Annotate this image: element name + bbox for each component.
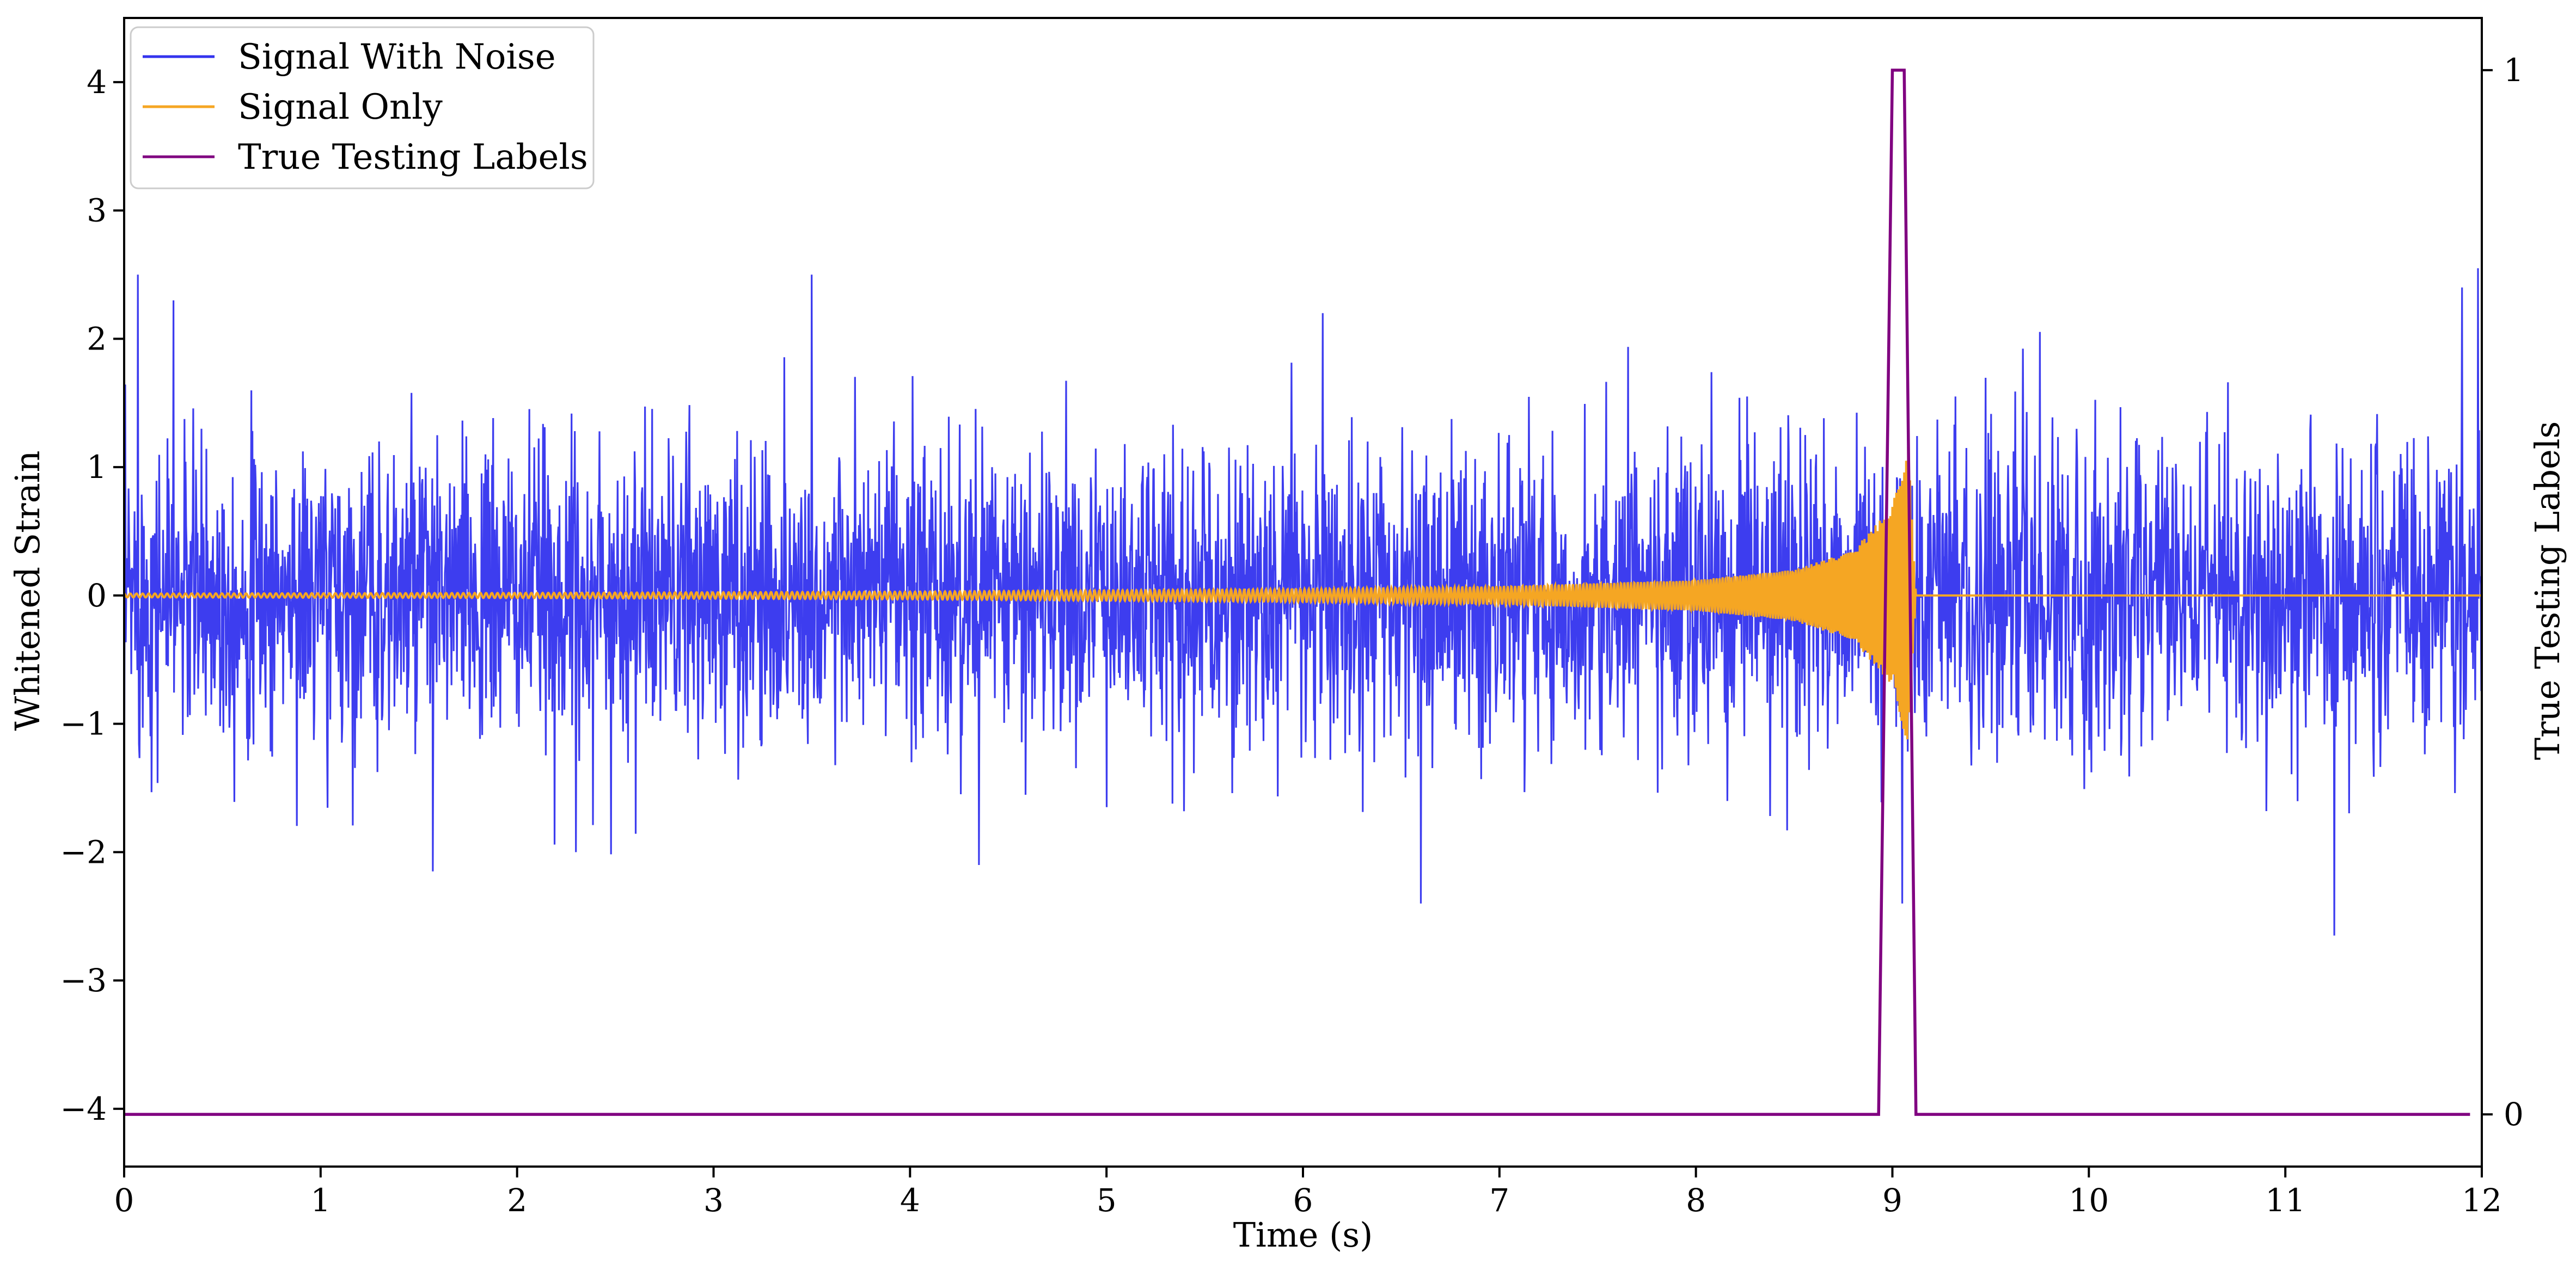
x-tick-label: 4 — [900, 1182, 920, 1219]
series-true-testing-labels — [124, 69, 2470, 1116]
series-signal-with-noise — [123, 268, 2483, 936]
x-tick-label: 3 — [703, 1182, 724, 1219]
noise-line — [123, 268, 2483, 936]
x-tick-label: 1 — [310, 1182, 331, 1219]
y-tick-label: −1 — [60, 705, 107, 743]
y2-axis-title: True Testing Labels — [2528, 421, 2567, 760]
y-tick-label: −4 — [60, 1090, 107, 1127]
x-tick-label: 2 — [507, 1182, 527, 1219]
x-tick-label: 6 — [1293, 1182, 1313, 1219]
x-axis-title: Time (s) — [1233, 1215, 1373, 1255]
y-axis-title: Whitened Strain — [8, 451, 47, 731]
legend: Signal With Noise Signal Only True Testi… — [130, 26, 595, 189]
y-tick-label: 3 — [87, 192, 107, 229]
legend-label-signal-only: Signal Only — [238, 87, 443, 127]
y-tick-label: 4 — [87, 64, 107, 101]
y-axis-right: 01 — [2482, 52, 2524, 1133]
legend-label-signal-with-noise: Signal With Noise — [238, 37, 556, 77]
y-tick-label: 0 — [87, 577, 107, 614]
y2-tick-label: 0 — [2504, 1096, 2524, 1133]
signal-line — [124, 446, 2482, 740]
y-tick-label: 1 — [87, 449, 107, 486]
y2-tick-label: 1 — [2504, 52, 2524, 89]
x-tick-label: 11 — [2265, 1182, 2305, 1219]
y-tick-label: −3 — [60, 962, 107, 999]
x-tick-label: 12 — [2462, 1182, 2502, 1219]
y-axis-left: −4 −3 −2 −1 0 1 2 3 4 — [60, 64, 124, 1127]
legend-label-true-testing-labels: True Testing Labels — [238, 137, 588, 177]
labels-line — [124, 69, 2470, 1116]
x-tick-label: 8 — [1686, 1182, 1706, 1219]
series-signal-only — [124, 446, 2482, 740]
x-tick-label: 10 — [2069, 1182, 2109, 1219]
x-axis: 0 1 2 3 4 5 6 7 8 9 10 11 12 — [114, 1167, 2502, 1219]
y-tick-label: 2 — [87, 320, 107, 357]
y-tick-label: −2 — [60, 833, 107, 870]
legend-box — [130, 26, 595, 189]
x-tick-label: 9 — [1882, 1182, 1902, 1219]
plot-area — [123, 69, 2483, 1116]
x-tick-label: 5 — [1097, 1182, 1117, 1219]
x-tick-label: 7 — [1489, 1182, 1509, 1219]
x-tick-label: 0 — [114, 1182, 134, 1219]
